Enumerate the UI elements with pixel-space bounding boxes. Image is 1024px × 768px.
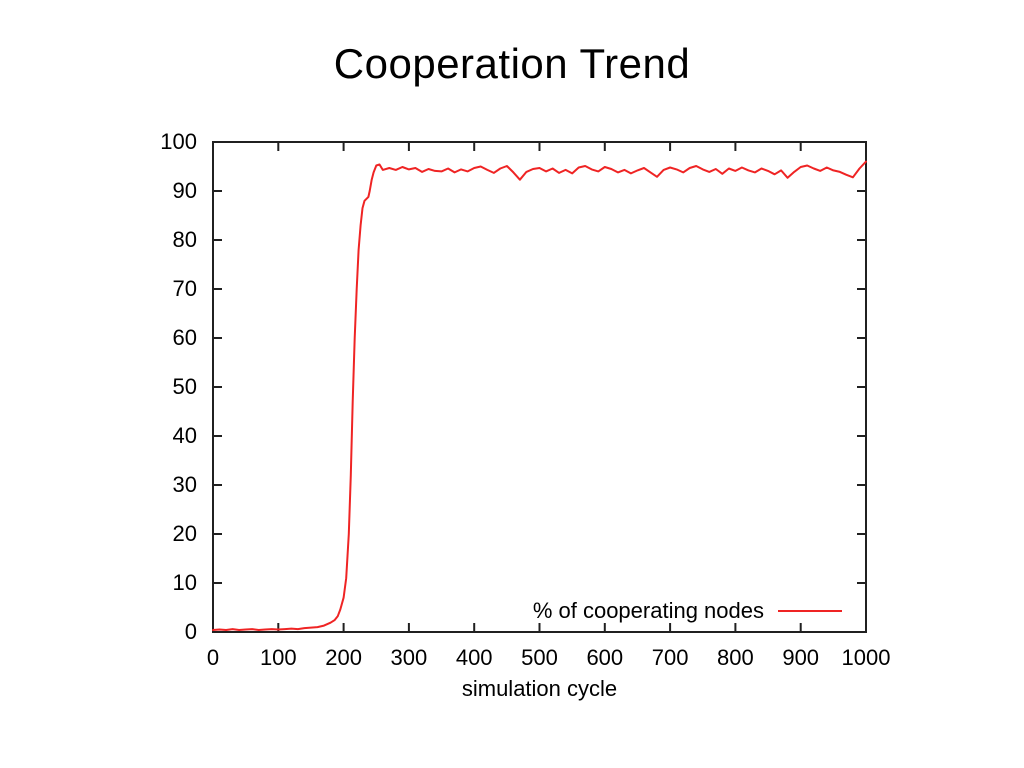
y-tick-label: 80	[173, 227, 197, 252]
x-tick-label: 400	[456, 645, 493, 670]
y-tick-label: 50	[173, 374, 197, 399]
plot-border	[212, 141, 867, 633]
y-tick-label: 100	[160, 129, 197, 154]
y-tick-label: 30	[173, 472, 197, 497]
legend: % of cooperating nodes	[533, 597, 842, 625]
x-tick-label: 900	[782, 645, 819, 670]
x-tick-label: 700	[652, 645, 689, 670]
y-tick-label: 60	[173, 325, 197, 350]
y-tick-label: 90	[173, 178, 197, 203]
x-tick-label: 600	[586, 645, 623, 670]
y-tick-label: 70	[173, 276, 197, 301]
x-tick-label: 500	[521, 645, 558, 670]
x-tick-label: 1000	[842, 645, 891, 670]
x-tick-label: 800	[717, 645, 754, 670]
data-line-series	[212, 160, 867, 631]
chart-title: Cooperation Trend	[333, 40, 691, 87]
x-tick-label: 100	[260, 645, 297, 670]
legend-line-sample	[778, 610, 842, 612]
x-tick-label: 300	[391, 645, 428, 670]
y-tick-label: 10	[173, 570, 197, 595]
y-tick-label: 20	[173, 521, 197, 546]
y-tick-label: 0	[185, 619, 197, 644]
y-tick-label: 40	[173, 423, 197, 448]
x-axis-label: simulation cycle	[461, 676, 618, 701]
x-tick-label: 200	[325, 645, 362, 670]
legend-label: % of cooperating nodes	[532, 598, 764, 623]
x-tick-label: 0	[207, 645, 219, 670]
